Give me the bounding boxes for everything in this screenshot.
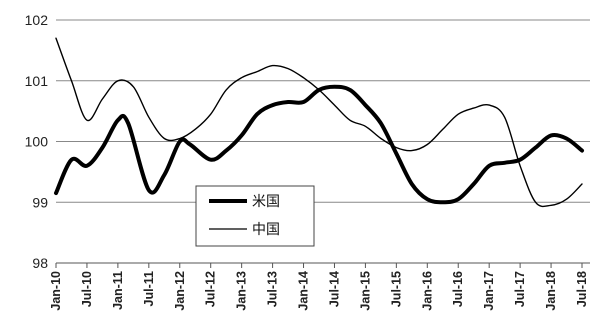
series-line-china <box>55 37 583 208</box>
grid <box>56 19 590 264</box>
x-tick-label: Jul-17 <box>513 271 527 307</box>
x-tick-label: Jan-18 <box>544 271 558 311</box>
x-tick-label: Jul-11 <box>142 271 156 306</box>
x-axis: Jan-10 Jul-10 Jan-11 Jul-11 Jan-12 Jul-12 Jan-… <box>49 262 590 311</box>
y-tick-label: 101 <box>25 73 49 89</box>
legend: 米国 中国 <box>195 185 315 247</box>
x-tick-label: Jul-16 <box>451 271 465 307</box>
y-tick-label: 98 <box>32 255 48 271</box>
y-tick-label: 99 <box>32 194 48 210</box>
y-tick-label: 102 <box>25 12 49 28</box>
x-tick-label: Jan-14 <box>297 271 311 311</box>
legend-label-china: 中国 <box>252 222 280 238</box>
x-tick-label: Jul-15 <box>389 271 403 307</box>
x-tick-label: Jul-13 <box>266 271 280 307</box>
x-tick-label: Jul-18 <box>575 271 589 307</box>
x-tick-label: Jul-14 <box>327 271 341 307</box>
y-axis-labels: 98 99 100 101 102 <box>25 12 49 271</box>
x-tick-label: Jan-11 <box>111 271 125 310</box>
x-tick-label: Jan-13 <box>235 271 249 311</box>
x-tick-label: Jan-10 <box>49 271 63 311</box>
x-tick-label: Jan-17 <box>482 271 496 311</box>
x-tick-label: Jan-16 <box>420 271 434 311</box>
y-tick-label: 100 <box>25 134 49 150</box>
x-tick-label: Jul-10 <box>80 271 94 307</box>
series-line-us <box>54 84 584 205</box>
x-tick-label: Jan-12 <box>173 271 187 311</box>
series-lines <box>54 37 584 208</box>
x-tick-label: Jan-15 <box>358 271 372 311</box>
legend-box <box>195 185 315 247</box>
legend-label-us: 米国 <box>252 194 280 210</box>
x-tick-label: Jul-12 <box>204 271 218 307</box>
